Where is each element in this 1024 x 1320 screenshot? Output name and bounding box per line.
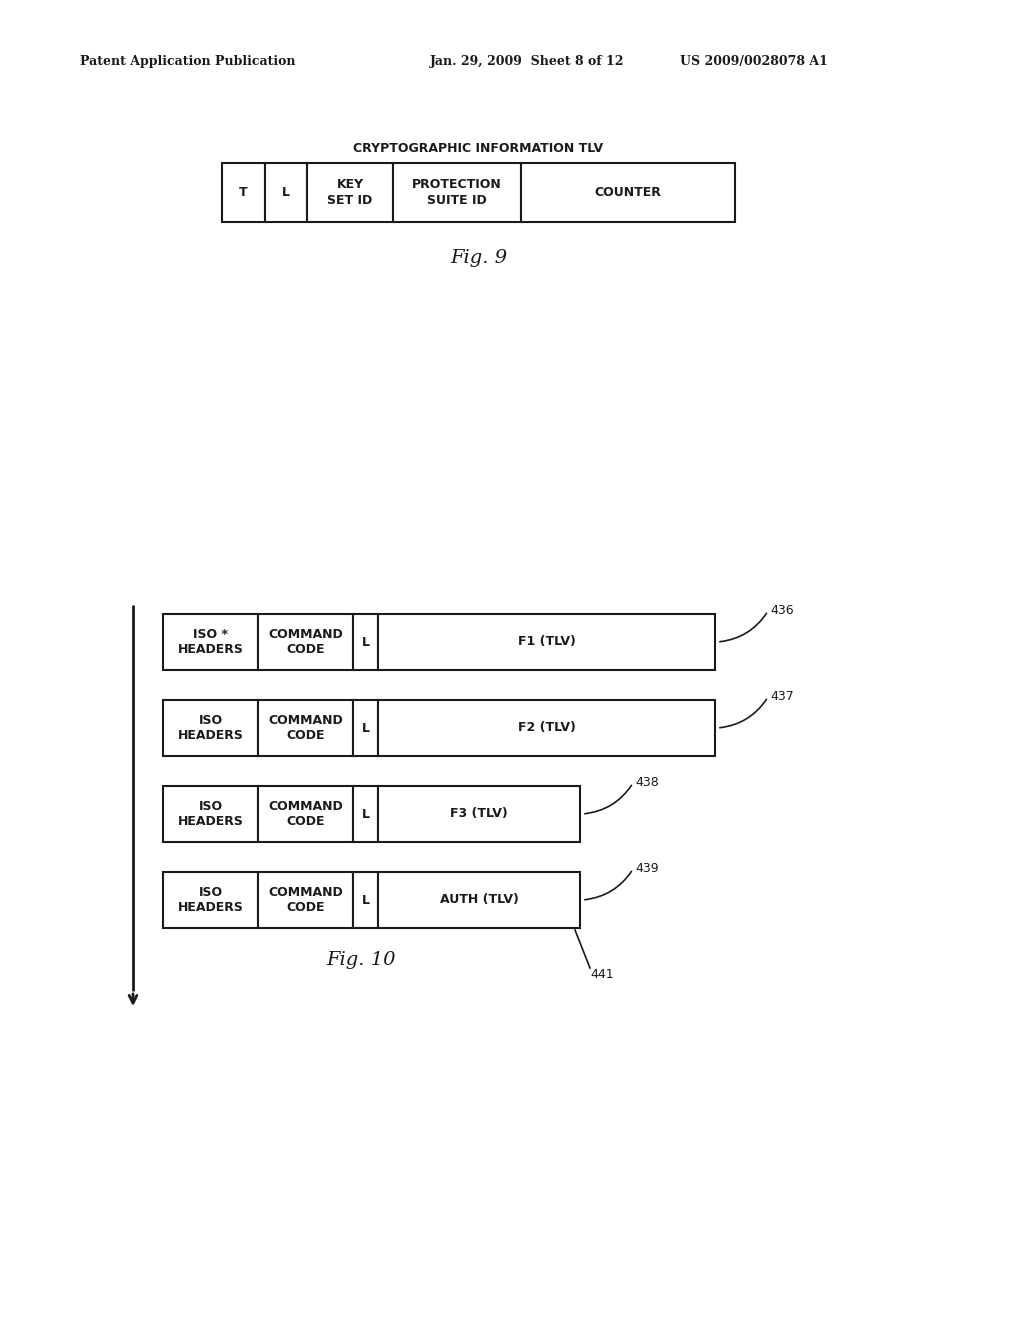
Bar (258, 873, 353, 928)
Text: COMMAND
CODE: COMMAND CODE (268, 714, 343, 742)
Text: 439: 439 (635, 862, 658, 875)
Text: ISO *
HEADERS: ISO * HEADERS (177, 628, 244, 656)
Text: CRYPTOGRAPHIC INFORMATION TLV: CRYPTOGRAPHIC INFORMATION TLV (353, 141, 603, 154)
Bar (353, 614, 378, 671)
Bar (378, 614, 715, 671)
Bar (258, 700, 353, 756)
Text: 438: 438 (635, 776, 658, 789)
Text: KEY
SET ID: KEY SET ID (328, 178, 373, 206)
Text: AUTH (TLV): AUTH (TLV) (439, 894, 518, 907)
Bar (378, 873, 580, 928)
Text: F1 (TLV): F1 (TLV) (517, 635, 575, 648)
Bar (222, 162, 264, 222)
Bar (258, 614, 353, 671)
Bar (163, 873, 258, 928)
Text: L: L (361, 894, 370, 907)
Bar (353, 700, 378, 756)
Bar (378, 785, 580, 842)
Text: L: L (361, 635, 370, 648)
Text: COUNTER: COUNTER (595, 186, 662, 199)
Text: COMMAND
CODE: COMMAND CODE (268, 628, 343, 656)
Text: ISO
HEADERS: ISO HEADERS (177, 886, 244, 913)
Text: Jan. 29, 2009  Sheet 8 of 12: Jan. 29, 2009 Sheet 8 of 12 (430, 55, 625, 69)
Bar (521, 162, 735, 222)
Text: US 2009/0028078 A1: US 2009/0028078 A1 (680, 55, 827, 69)
Bar (307, 162, 393, 222)
Bar (163, 700, 258, 756)
Text: COMMAND
CODE: COMMAND CODE (268, 886, 343, 913)
Text: ISO
HEADERS: ISO HEADERS (177, 800, 244, 828)
Text: L: L (361, 722, 370, 734)
Text: L: L (282, 186, 290, 199)
Text: 436: 436 (770, 605, 794, 618)
Text: L: L (361, 808, 370, 821)
Text: COMMAND
CODE: COMMAND CODE (268, 800, 343, 828)
Text: 441: 441 (590, 969, 613, 982)
Text: Fig. 10: Fig. 10 (327, 950, 396, 969)
Text: Fig. 9: Fig. 9 (450, 249, 507, 267)
Text: F3 (TLV): F3 (TLV) (451, 808, 508, 821)
Text: F2 (TLV): F2 (TLV) (517, 722, 575, 734)
Bar (264, 162, 307, 222)
Text: ISO
HEADERS: ISO HEADERS (177, 714, 244, 742)
Bar (163, 785, 258, 842)
Bar (163, 614, 258, 671)
Bar (353, 873, 378, 928)
Text: T: T (239, 186, 248, 199)
Bar (353, 785, 378, 842)
Bar (378, 700, 715, 756)
Text: 437: 437 (770, 690, 794, 704)
Text: Patent Application Publication: Patent Application Publication (80, 55, 296, 69)
Text: PROTECTION
SUITE ID: PROTECTION SUITE ID (412, 178, 502, 206)
Bar (258, 785, 353, 842)
Bar (393, 162, 521, 222)
